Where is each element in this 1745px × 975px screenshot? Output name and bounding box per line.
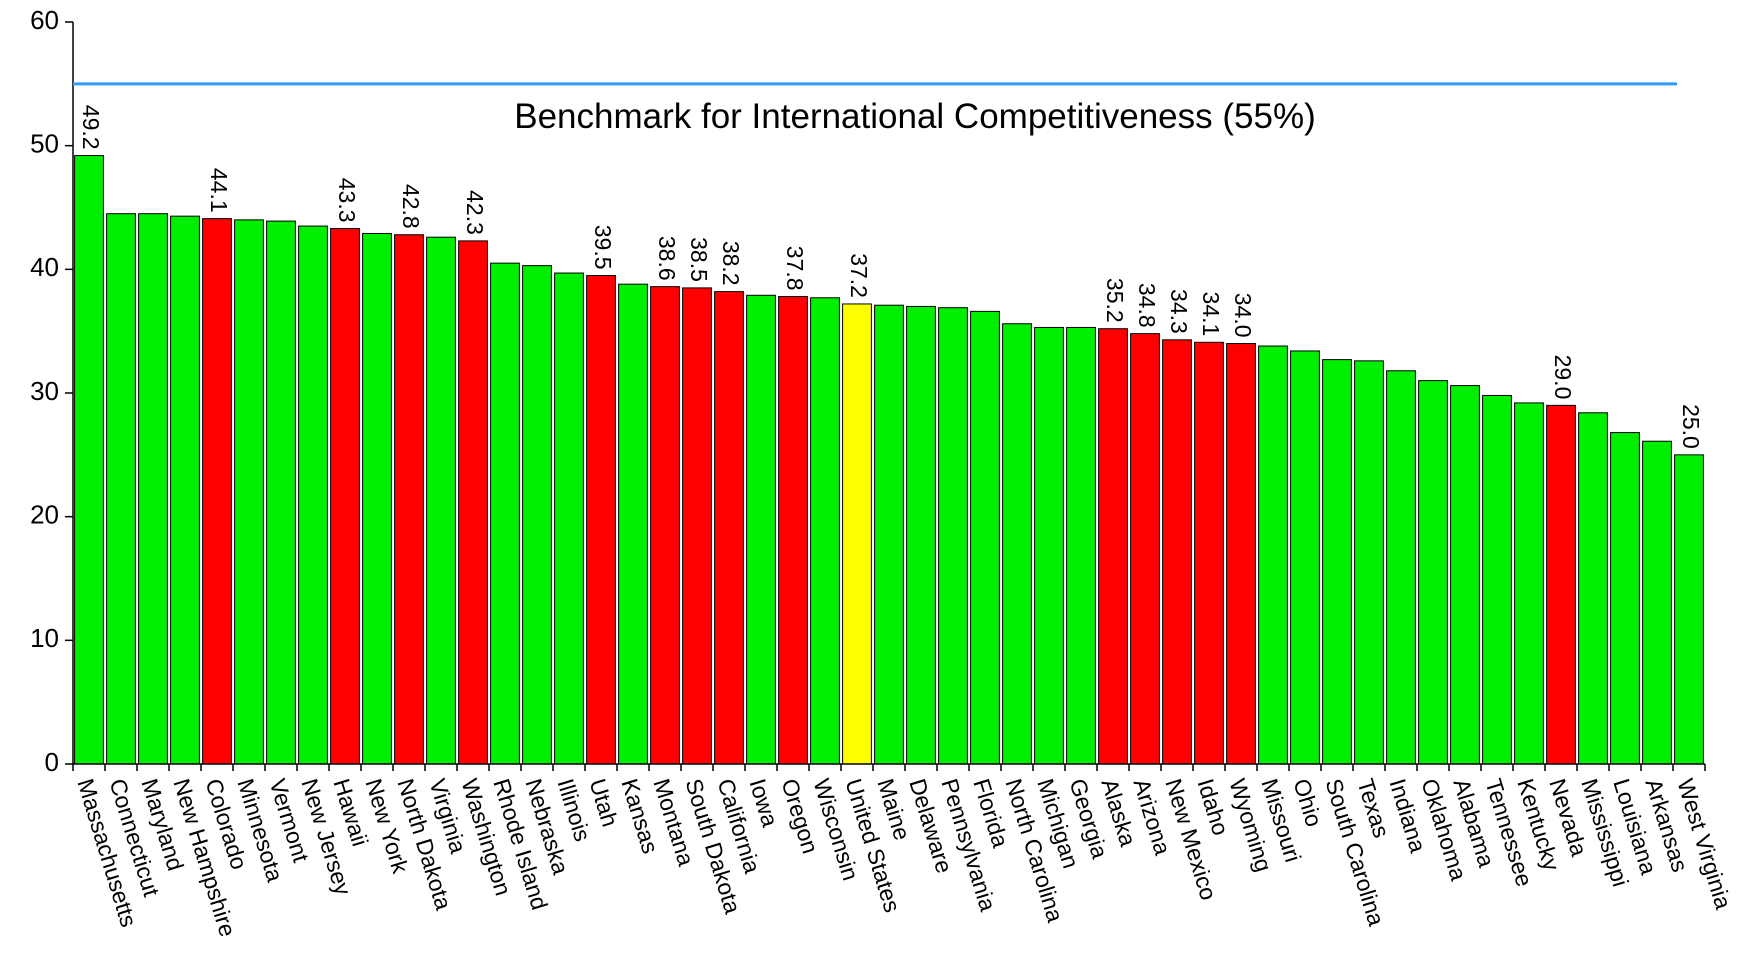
y-tick-label: 40: [30, 252, 59, 282]
value-label: 29.0: [1550, 355, 1576, 400]
bar: [298, 225, 328, 765]
bar: [1386, 370, 1416, 765]
bar: [1034, 326, 1064, 765]
y-tick-label: 60: [30, 5, 59, 35]
bar: [426, 236, 456, 765]
value-label: 34.1: [1198, 292, 1224, 337]
bar: [714, 291, 744, 765]
bar: [522, 265, 552, 765]
bar: [1674, 454, 1704, 765]
bar: [1290, 350, 1320, 765]
bar: [874, 304, 904, 765]
value-label: 37.8: [782, 246, 808, 291]
value-label: 44.1: [206, 168, 232, 213]
value-label: 34.8: [1134, 283, 1160, 328]
bar: [810, 297, 840, 765]
bar: [490, 262, 520, 765]
bar: [202, 218, 232, 765]
bar: [74, 155, 104, 765]
y-tick-label: 10: [30, 623, 59, 653]
bar: [746, 294, 776, 765]
bar: [234, 219, 264, 765]
bar: [1578, 412, 1608, 765]
bar: [1194, 341, 1224, 765]
bar: [1002, 323, 1032, 765]
bar: [1098, 328, 1128, 765]
bar: [1354, 360, 1384, 765]
value-label: 38.2: [718, 241, 744, 286]
bar: [330, 228, 360, 765]
bar: [170, 215, 200, 765]
bar: [1226, 343, 1256, 765]
bar: [1482, 394, 1512, 765]
bar: [1546, 404, 1576, 765]
bar: [394, 234, 424, 765]
value-label: 43.3: [334, 178, 360, 223]
bar: [618, 283, 648, 765]
value-label: 37.2: [846, 253, 872, 298]
y-tick-label: 30: [30, 376, 59, 406]
bar: [1322, 359, 1352, 765]
value-label: 34.3: [1166, 289, 1192, 334]
bar: [1066, 326, 1096, 765]
bar: [266, 220, 296, 765]
bar: [906, 305, 936, 765]
bar: [778, 296, 808, 765]
value-label: 34.0: [1230, 293, 1256, 338]
y-tick-label: 20: [30, 500, 59, 530]
y-tick-label: 50: [30, 129, 59, 159]
value-label: 38.6: [654, 236, 680, 281]
bar: [458, 240, 488, 765]
bar: [1258, 345, 1288, 765]
bar: [1610, 432, 1640, 765]
bar: [1514, 402, 1544, 765]
value-label: 42.8: [398, 184, 424, 229]
value-label: 25.0: [1678, 404, 1704, 449]
benchmark-label: Benchmark for International Competitiven…: [514, 97, 1315, 136]
bar: [682, 287, 712, 765]
bar: [970, 310, 1000, 765]
bar: [938, 307, 968, 765]
bar: [106, 213, 136, 765]
bar: [138, 213, 168, 765]
bar: [1130, 333, 1160, 765]
bar: [1418, 380, 1448, 765]
bar: [1162, 339, 1192, 765]
bar: [1642, 440, 1672, 765]
bar: [554, 272, 584, 765]
value-label: 39.5: [590, 225, 616, 270]
value-label: 42.3: [462, 190, 488, 235]
bar: [586, 275, 616, 765]
value-label: 38.5: [686, 237, 712, 282]
y-tick-label: 0: [45, 747, 59, 777]
value-label: 49.2: [78, 105, 104, 150]
value-label: 35.2: [1102, 278, 1128, 323]
bar: [842, 303, 872, 765]
bar: [362, 232, 392, 765]
bar: [650, 286, 680, 765]
bar: [1450, 385, 1480, 765]
